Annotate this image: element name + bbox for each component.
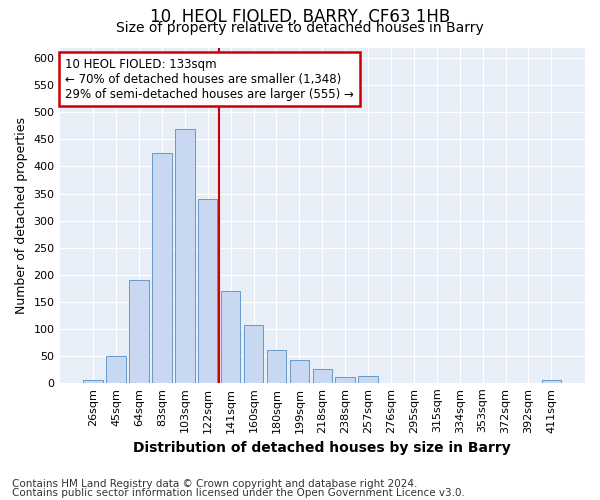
Bar [290, 360, 309, 383]
Bar [221, 291, 241, 383]
Text: 10 HEOL FIOLED: 133sqm
← 70% of detached houses are smaller (1,348)
29% of semi-: 10 HEOL FIOLED: 133sqm ← 70% of detached… [65, 58, 353, 100]
Bar [152, 153, 172, 383]
Bar [313, 370, 332, 383]
Bar [129, 280, 149, 383]
Bar [267, 350, 286, 383]
X-axis label: Distribution of detached houses by size in Barry: Distribution of detached houses by size … [133, 441, 511, 455]
Bar [335, 378, 355, 383]
Bar [542, 380, 561, 383]
Bar [358, 376, 378, 383]
Bar [175, 128, 194, 383]
Bar [198, 199, 217, 383]
Bar [244, 325, 263, 383]
Bar [106, 356, 126, 383]
Y-axis label: Number of detached properties: Number of detached properties [15, 116, 28, 314]
Text: Contains public sector information licensed under the Open Government Licence v3: Contains public sector information licen… [12, 488, 465, 498]
Text: Contains HM Land Registry data © Crown copyright and database right 2024.: Contains HM Land Registry data © Crown c… [12, 479, 418, 489]
Text: Size of property relative to detached houses in Barry: Size of property relative to detached ho… [116, 21, 484, 35]
Text: 10, HEOL FIOLED, BARRY, CF63 1HB: 10, HEOL FIOLED, BARRY, CF63 1HB [150, 8, 450, 26]
Bar [83, 380, 103, 383]
